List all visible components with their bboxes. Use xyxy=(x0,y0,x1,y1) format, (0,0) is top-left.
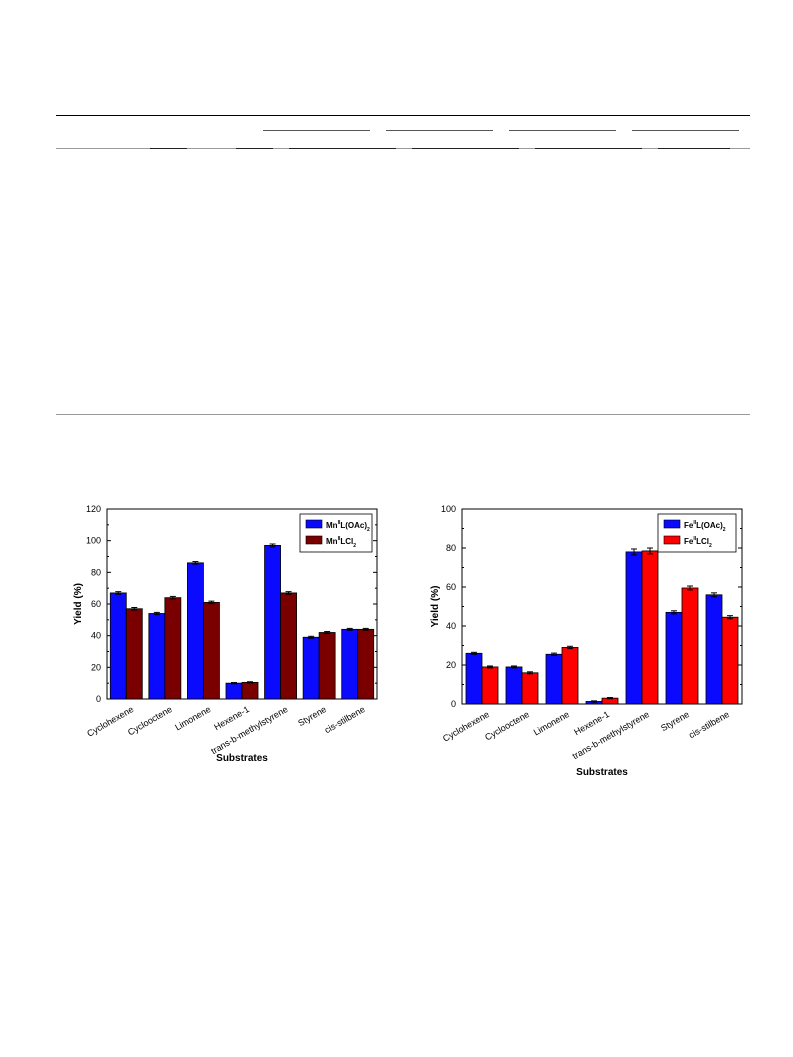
legend-ligand: LCl xyxy=(340,537,353,546)
bar xyxy=(625,551,643,705)
y-tick-label: 100 xyxy=(86,536,101,546)
x-tick-label: Styrene xyxy=(296,704,328,728)
bar xyxy=(225,682,243,700)
legend-superscript: II xyxy=(693,536,696,542)
table-header-rule xyxy=(56,148,750,149)
legend-subscript: 2 xyxy=(367,527,370,533)
x-tick-label: Cyclohexene xyxy=(441,709,491,744)
y-axis-label: Yield (%) xyxy=(430,586,441,628)
bar xyxy=(705,594,723,705)
legend-subscript: 2 xyxy=(353,543,356,549)
bar xyxy=(561,647,579,705)
legend-ligand: LCl xyxy=(696,537,709,546)
bar xyxy=(318,632,336,700)
table-spanner-rule xyxy=(386,130,493,131)
legend-label: FeIIL(OAc)2 xyxy=(684,520,726,533)
bar xyxy=(125,608,143,700)
legend-swatch xyxy=(663,535,681,545)
table-spanner-rule xyxy=(509,130,616,131)
table-header-segment xyxy=(289,148,396,149)
bar xyxy=(341,628,359,700)
legend-element: Mn xyxy=(326,537,338,546)
y-tick-label: 20 xyxy=(446,660,456,670)
bar xyxy=(109,592,127,700)
table-header-segment xyxy=(150,148,187,149)
bar xyxy=(241,681,259,700)
legend-ligand: L(OAc) xyxy=(696,521,723,530)
y-tick-label: 60 xyxy=(91,599,101,609)
legend-subscript: 2 xyxy=(709,543,712,549)
table-spanner-rule xyxy=(263,130,370,131)
bar xyxy=(665,611,683,705)
bar xyxy=(148,613,166,700)
y-tick-label: 0 xyxy=(451,699,456,709)
y-tick-label: 80 xyxy=(91,567,101,577)
x-tick-label: trans-b-methylstyrene xyxy=(571,709,651,761)
legend-element: Mn xyxy=(326,521,338,530)
legend-superscript: II xyxy=(338,536,341,542)
bar xyxy=(521,672,539,705)
table-header-segment xyxy=(535,148,642,149)
bar xyxy=(264,545,281,700)
x-axis-label: Substrates xyxy=(576,767,628,778)
legend-subscript: 2 xyxy=(723,527,726,533)
bar xyxy=(164,597,182,700)
x-tick-label: cis-stilbene xyxy=(687,709,731,740)
legend-label: FeIILCl2 xyxy=(684,536,712,549)
y-tick-label: 100 xyxy=(441,504,456,514)
bar xyxy=(302,636,320,700)
legend-swatch xyxy=(305,519,323,529)
x-tick-label: Cyclooctene xyxy=(483,709,531,742)
bar xyxy=(465,652,483,705)
legend-swatch xyxy=(663,519,681,529)
legend-label: MnIIL(OAc)2 xyxy=(326,520,370,533)
legend-superscript: II xyxy=(338,520,341,526)
bar xyxy=(187,562,204,700)
y-tick-label: 60 xyxy=(446,582,456,592)
x-tick-label: Limonene xyxy=(173,704,212,732)
bar xyxy=(505,666,523,705)
bar xyxy=(721,616,739,705)
x-tick-label: Limonene xyxy=(532,709,571,737)
x-tick-label: Styrene xyxy=(659,709,691,733)
bar xyxy=(280,592,297,700)
y-tick-label: 40 xyxy=(91,631,101,641)
bar xyxy=(357,628,375,700)
table-header-segment xyxy=(412,148,519,149)
table-header-segment xyxy=(236,148,273,149)
table-bottom-rule xyxy=(56,414,750,415)
y-tick-label: 40 xyxy=(446,621,456,631)
y-tick-label: 20 xyxy=(91,662,101,672)
legend-element: Fe xyxy=(684,537,694,546)
bar xyxy=(641,550,659,705)
table-spanner-rule xyxy=(632,130,739,131)
table-top-rule xyxy=(56,115,750,116)
legend-swatch xyxy=(305,535,323,545)
bar xyxy=(481,666,499,705)
bar xyxy=(681,587,699,705)
legend-superscript: II xyxy=(693,520,696,526)
legend-ligand: L(OAc) xyxy=(340,521,367,530)
y-tick-label: 0 xyxy=(96,694,101,704)
x-tick-label: cis-stilbene xyxy=(323,704,367,735)
bar xyxy=(203,602,220,700)
x-axis-label: Substrates xyxy=(216,753,268,764)
y-tick-label: 80 xyxy=(446,543,456,553)
legend-label: MnIILCl2 xyxy=(326,536,356,549)
bar xyxy=(545,653,563,705)
legend-element: Fe xyxy=(684,521,694,530)
y-axis-label: Yield (%) xyxy=(73,583,84,625)
y-tick-label: 120 xyxy=(86,504,101,514)
table-header-segment xyxy=(658,148,730,149)
